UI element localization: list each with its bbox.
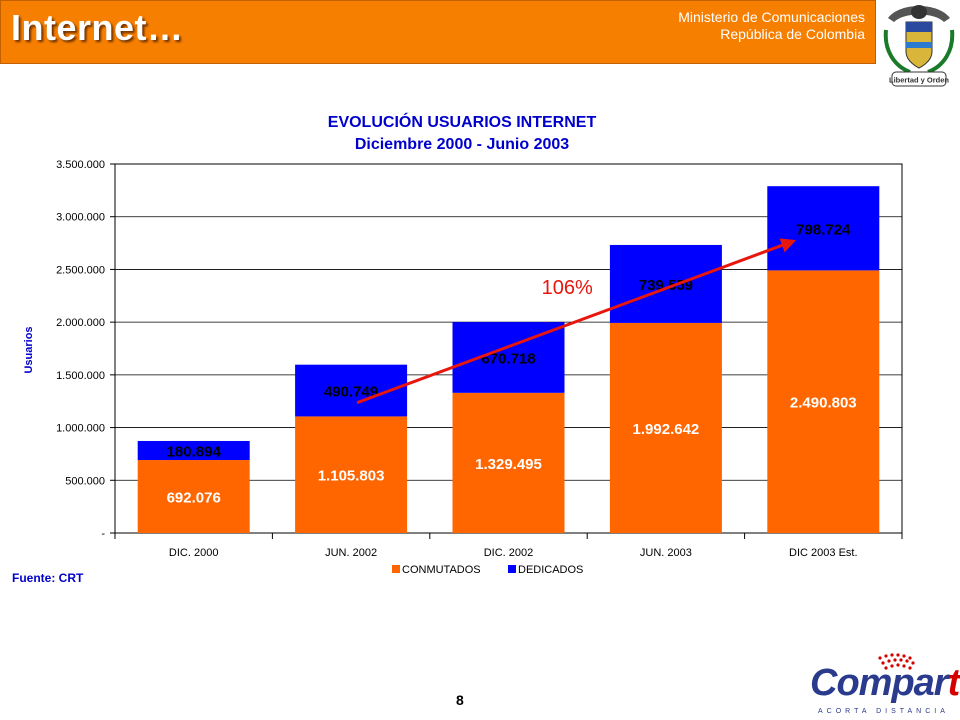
growth-arrow — [356, 238, 797, 405]
chart-title: EVOLUCIÓN USUARIOS INTERNET — [328, 112, 597, 131]
data-label-dedicados: 670.718 — [481, 350, 535, 367]
y-tick-label: 1.000.000 — [56, 423, 105, 435]
data-label-conmutados: 1.992.642 — [633, 421, 700, 438]
logo-accent: tel — [947, 662, 960, 704]
y-axis-title: Usuarios — [23, 326, 35, 373]
chart-subtitle: Diciembre 2000 - Junio 2003 — [355, 136, 569, 153]
ministry-line-2: República de Colombia — [720, 26, 865, 42]
bar-conmutados — [609, 322, 722, 533]
page-title: Internet… — [11, 7, 184, 48]
bar-dedicados — [767, 186, 880, 271]
y-tick-label: 500.000 — [65, 475, 105, 487]
bar-conmutados — [137, 460, 250, 533]
y-tick-label: 3.500.000 — [56, 159, 105, 171]
page-number: 8 — [456, 692, 464, 708]
data-label-conmutados: 2.490.803 — [790, 395, 857, 412]
growth-annotation: 106% — [542, 277, 593, 299]
ministry-line-1: Ministerio de Comunicaciones — [678, 9, 865, 25]
coat-of-arms-icon: Libertad y Orden — [883, 5, 955, 87]
y-tick-label: 2.500.000 — [56, 264, 105, 276]
legend-label: DEDICADOS — [518, 564, 583, 576]
logo-main: Compar — [810, 662, 949, 704]
y-tick-label: 1.500.000 — [56, 370, 105, 382]
bar-conmutados — [767, 270, 880, 533]
logo-dots-icon — [878, 653, 915, 670]
x-tick-label: DIC 2003 Est. — [789, 547, 857, 559]
data-label-dedicados: 180.894 — [167, 443, 222, 460]
y-tick-label: 3.000.000 — [56, 212, 105, 224]
legend-swatch — [508, 565, 516, 573]
source-note: Fuente: CRT — [12, 571, 84, 585]
logo-tagline: ACORTA DISTANCIA — [818, 708, 949, 715]
x-tick-label: DIC. 2002 — [484, 547, 534, 559]
x-tick-label: JUN. 2003 — [640, 547, 692, 559]
x-tick-label: DIC. 2000 — [169, 547, 219, 559]
data-label-conmutados: 692.076 — [167, 490, 221, 507]
y-tick-label: 2.000.000 — [56, 317, 105, 329]
logo-wordmark: Compartel — [810, 662, 960, 705]
bar-dedicados — [137, 440, 250, 461]
bar-conmutados — [452, 392, 565, 533]
plot-area: - 500.000 1.000.000 1.500.000 2.000.000 2.500… — [56, 159, 903, 576]
data-label-conmutados: 1.105.803 — [318, 468, 385, 485]
x-tick-label: JUN. 2002 — [325, 547, 377, 559]
data-label-conmutados: 1.329.495 — [475, 456, 542, 473]
legend-swatch — [392, 565, 400, 573]
bar-dedicados — [609, 244, 722, 323]
legend-label: CONMUTADOS — [402, 564, 481, 576]
compartel-logo: Compartel ACORTA DISTANCIA — [810, 650, 960, 716]
data-label-dedicados: 798.724 — [796, 221, 851, 238]
data-label-dedicados: 739.559 — [639, 277, 693, 294]
bar-conmutados — [295, 416, 408, 533]
y-tick-label: - — [101, 528, 105, 540]
crest-motto: Libertad y Orden — [889, 76, 949, 85]
header-bar: Internet… Ministerio de Comunicaciones R… — [0, 0, 876, 64]
ministry-label: Ministerio de Comunicaciones República d… — [678, 9, 865, 43]
data-label-dedicados: 490.749 — [324, 384, 378, 401]
